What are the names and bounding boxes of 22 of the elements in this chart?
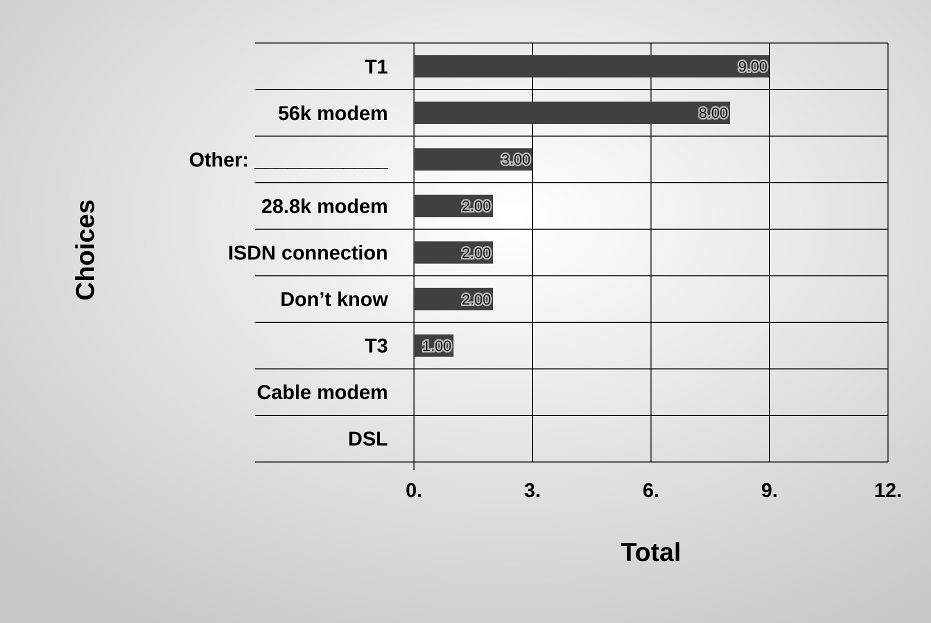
x-tick-label: 9. (761, 480, 778, 502)
data-label: 9.00 (738, 58, 768, 76)
y-tick-label: DSL (348, 428, 388, 451)
data-label: 8.00 (698, 105, 728, 122)
y-tick-label: T3 (364, 336, 388, 358)
x-tick-label: 3. (524, 480, 541, 502)
data-label: 2.00 (462, 198, 491, 216)
y-tick-label: 56k modem (278, 102, 388, 125)
y-tick-label: Other: ____________ (188, 149, 389, 172)
y-tick-label: Cable modem (256, 382, 388, 404)
x-tick-label: 6. (642, 480, 660, 502)
x-tick-label: 0. (406, 480, 422, 502)
x-axis-title: Total (620, 537, 682, 568)
y-axis-title: Choices (70, 199, 100, 301)
data-label: 1.00 (422, 338, 452, 355)
y-tick-label: T1 (364, 56, 388, 78)
y-tick-label: ISDN connection (228, 242, 388, 264)
x-tick-label: 12. (874, 480, 902, 502)
y-tick-label: 28.8k modem (261, 196, 388, 218)
data-label: 2.00 (462, 291, 491, 308)
y-tick-label: Don’t know (280, 289, 388, 312)
data-label: 2.00 (462, 244, 491, 262)
